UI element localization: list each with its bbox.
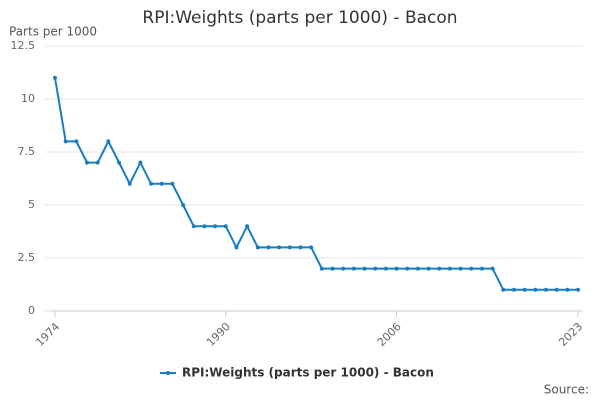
data-point bbox=[181, 203, 186, 207]
data-point bbox=[277, 245, 282, 250]
legend-label: RPI:Weights (parts per 1000) - Bacon bbox=[182, 366, 434, 380]
data-point bbox=[373, 266, 378, 271]
data-point bbox=[117, 160, 122, 165]
chart-title: RPI:Weights (parts per 1000) - Bacon bbox=[142, 8, 457, 28]
data-point bbox=[383, 266, 388, 271]
data-point bbox=[362, 266, 367, 271]
data-point bbox=[202, 224, 207, 229]
y-tick-label: 10 bbox=[21, 92, 35, 105]
data-point bbox=[63, 139, 68, 144]
data-point bbox=[138, 160, 143, 165]
y-tick-label: 5 bbox=[28, 198, 35, 211]
data-point bbox=[341, 266, 346, 271]
x-tick-label: 1974 bbox=[33, 320, 62, 349]
data-point bbox=[394, 266, 399, 271]
data-point bbox=[127, 181, 132, 186]
data-point bbox=[437, 266, 442, 271]
data-point bbox=[53, 75, 57, 80]
data-point bbox=[287, 245, 292, 250]
data-point bbox=[533, 287, 538, 292]
data-point bbox=[565, 287, 570, 292]
data-point bbox=[234, 245, 239, 250]
data-point bbox=[426, 266, 431, 271]
data-point bbox=[511, 287, 516, 292]
data-point bbox=[319, 266, 324, 271]
data-point bbox=[469, 266, 474, 271]
data-point bbox=[490, 266, 495, 271]
data-point bbox=[191, 224, 196, 229]
data-point bbox=[554, 287, 559, 292]
data-point bbox=[213, 224, 218, 229]
data-point bbox=[522, 287, 527, 292]
data-point bbox=[245, 224, 250, 229]
data-point bbox=[74, 139, 79, 144]
data-point bbox=[298, 245, 303, 250]
data-point bbox=[543, 287, 548, 292]
data-point bbox=[95, 160, 100, 165]
data-point bbox=[223, 224, 228, 229]
data-point bbox=[501, 287, 506, 292]
data-point bbox=[106, 139, 111, 144]
data-point bbox=[458, 266, 463, 271]
data-point bbox=[85, 160, 90, 165]
source: Source: bbox=[544, 383, 589, 397]
data-point bbox=[479, 266, 484, 271]
data-point bbox=[159, 181, 164, 186]
data-point bbox=[266, 245, 271, 250]
data-point bbox=[255, 245, 260, 250]
y-tick-label: 12.5 bbox=[11, 39, 36, 52]
y-tick-label: 7.5 bbox=[18, 145, 36, 158]
x-tick-label: 2006 bbox=[375, 320, 404, 349]
legend-symbol-dot bbox=[166, 371, 170, 375]
data-point bbox=[576, 287, 580, 292]
x-tick-label: 1990 bbox=[204, 320, 233, 349]
y-tick-label: 0 bbox=[28, 304, 35, 317]
data-point bbox=[330, 266, 335, 271]
y-axis-title: Parts per 1000 bbox=[9, 25, 97, 39]
data-point bbox=[149, 181, 154, 186]
x-tick-label: 2023 bbox=[556, 320, 585, 349]
data-point bbox=[415, 266, 420, 271]
data-point bbox=[351, 266, 356, 271]
y-tick-label: 2.5 bbox=[18, 251, 36, 264]
data-point bbox=[309, 245, 314, 250]
data-point bbox=[405, 266, 410, 271]
data-point bbox=[447, 266, 452, 271]
data-point bbox=[170, 181, 175, 186]
